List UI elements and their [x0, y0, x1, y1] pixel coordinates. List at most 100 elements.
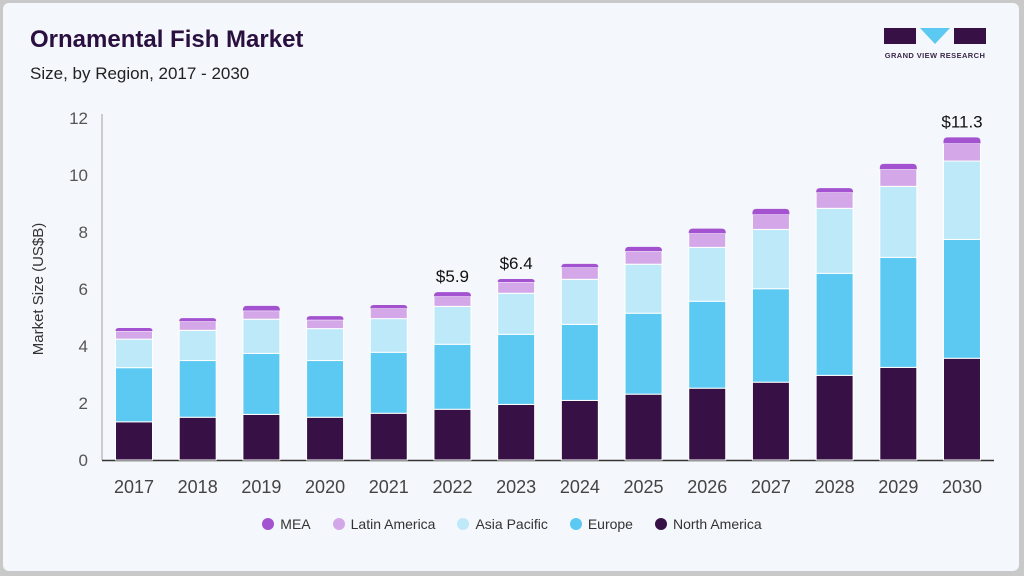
- bar-segment-latin-america: [879, 168, 918, 187]
- bar-segment-europe: [306, 360, 345, 418]
- data-label: $6.4: [500, 254, 533, 273]
- bar-segment-asia-pacific: [560, 278, 599, 325]
- bar-segment-asia-pacific: [306, 328, 345, 362]
- bar-segment-north-america: [178, 416, 217, 461]
- bar-segment-asia-pacific: [879, 185, 918, 258]
- bar-segment-asia-pacific: [815, 207, 854, 274]
- legend-item-europe: Europe: [569, 516, 633, 532]
- bar-segment-europe: [433, 343, 472, 410]
- legend-label: Latin America: [350, 516, 436, 532]
- data-label: $5.9: [436, 267, 469, 286]
- y-tick-label: 4: [79, 337, 88, 356]
- bar-segment-mea: [752, 208, 790, 215]
- bar-segment-europe: [369, 351, 408, 414]
- x-tick-label: 2028: [815, 477, 855, 497]
- bar-segment-asia-pacific: [624, 263, 663, 314]
- bar-segment-north-america: [879, 366, 918, 461]
- bar-segment-mea: [497, 279, 535, 283]
- x-tick-label: 2017: [114, 477, 154, 497]
- bar-segment-north-america: [115, 421, 153, 461]
- bar-segment-europe: [815, 272, 854, 376]
- bar-segment-mea: [561, 263, 599, 268]
- legend-swatch-icon: [262, 518, 275, 530]
- x-tick-label: 2024: [560, 477, 600, 497]
- bar-segment-latin-america: [751, 213, 790, 230]
- bar-segment-north-america: [943, 357, 981, 461]
- bar-segment-north-america: [688, 387, 727, 461]
- logo-text: GRAND VIEW RESEARCH: [884, 51, 986, 60]
- bar-segment-mea: [115, 328, 153, 332]
- legend-item-mea: MEA: [262, 516, 311, 532]
- bar-segment-mea: [943, 137, 981, 144]
- bar-segment-europe: [560, 323, 599, 401]
- y-tick-label: 0: [79, 451, 88, 470]
- bar-segment-mea: [179, 318, 217, 322]
- legend-label: Asia Pacific: [475, 516, 548, 532]
- legend-label: North America: [672, 516, 762, 532]
- bar-segment-asia-pacific: [688, 246, 727, 302]
- bar-segment-asia-pacific: [433, 305, 472, 345]
- bar-segment-north-america: [242, 413, 281, 461]
- y-tick-label: 6: [79, 280, 88, 299]
- x-tick-label: 2027: [751, 477, 791, 497]
- bar-segment-europe: [242, 352, 281, 415]
- bar-segment-mea: [688, 228, 726, 234]
- grand-view-research-logo: GRAND VIEW RESEARCH: [884, 27, 986, 61]
- legend-label: Europe: [587, 516, 633, 532]
- x-tick-label: 2021: [369, 477, 409, 497]
- bar-segment-asia-pacific: [751, 228, 790, 290]
- bar-segment-asia-pacific: [242, 318, 281, 354]
- x-tick-label: 2026: [687, 477, 727, 497]
- data-label: $11.3: [941, 112, 982, 131]
- bar-segment-mea: [433, 292, 471, 297]
- y-tick-label: 10: [69, 166, 88, 185]
- bar-segment-latin-america: [624, 250, 663, 265]
- x-tick-label: 2020: [305, 477, 345, 497]
- legend-item-asia-pacific: Asia Pacific: [457, 516, 548, 532]
- x-tick-label: 2029: [878, 477, 918, 497]
- bar-segment-europe: [497, 333, 536, 405]
- logo-mark-icon: [884, 28, 986, 44]
- bar-segment-asia-pacific: [497, 292, 536, 335]
- bar-segment-north-america: [497, 403, 536, 461]
- bar-segment-mea: [816, 188, 854, 193]
- bar-segment-europe: [688, 300, 727, 389]
- x-tick-label: 2018: [178, 477, 218, 497]
- y-tick-label: 2: [79, 394, 88, 413]
- bar-segment-europe: [879, 256, 918, 368]
- bar-segment-europe: [624, 312, 663, 395]
- bar-segment-latin-america: [497, 281, 536, 294]
- bar-segment-latin-america: [433, 295, 472, 307]
- bar-segment-north-america: [433, 408, 472, 461]
- x-tick-label: 2030: [942, 477, 982, 497]
- y-tick-label: 8: [79, 223, 88, 242]
- bar-segment-north-america: [560, 399, 599, 461]
- chart-subtitle: Size, by Region, 2017 - 2030: [30, 64, 250, 83]
- bar-segment-latin-america: [306, 319, 345, 330]
- y-axis-label: Market Size (US$B): [30, 223, 47, 356]
- bar-segment-latin-america: [115, 330, 153, 340]
- bar-segment-europe: [751, 288, 790, 383]
- legend-swatch-icon: [457, 518, 470, 530]
- bar-segment-asia-pacific: [115, 338, 153, 369]
- bar-segment-latin-america: [178, 320, 217, 331]
- x-tick-label: 2025: [624, 477, 664, 497]
- bar-segment-asia-pacific: [369, 318, 408, 353]
- legend-item-north-america: North America: [654, 516, 762, 532]
- x-tick-label: 2019: [241, 477, 281, 497]
- chart-title: Ornamental Fish Market: [30, 26, 304, 53]
- x-tick-label: 2022: [432, 477, 472, 497]
- bar-segment-latin-america: [560, 266, 599, 280]
- bar-segment-north-america: [751, 381, 790, 461]
- bar-segment-latin-america: [815, 191, 854, 209]
- bar-segment-mea: [879, 163, 917, 170]
- bar-segment-europe: [115, 367, 153, 423]
- bar-segment-mea: [306, 316, 344, 320]
- bar-segment-latin-america: [943, 142, 981, 162]
- bar-segment-north-america: [306, 416, 345, 461]
- bar-segment-europe: [178, 360, 217, 418]
- legend-item-latin-america: Latin America: [332, 516, 436, 532]
- legend-swatch-icon: [332, 518, 345, 530]
- legend-swatch-icon: [654, 518, 667, 530]
